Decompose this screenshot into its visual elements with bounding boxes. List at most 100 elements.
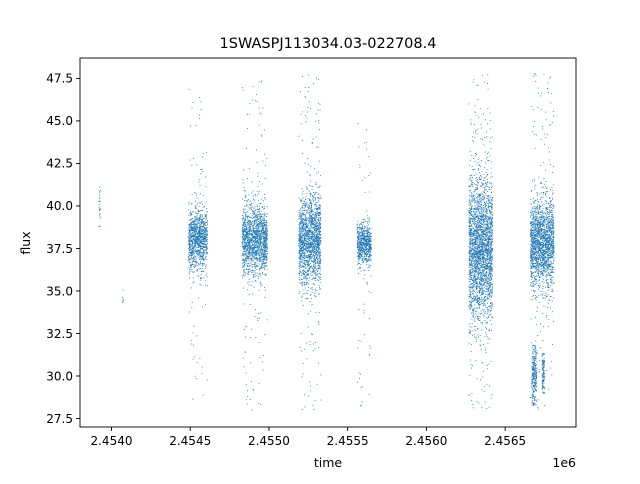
- data-point: [257, 219, 259, 220]
- data-point: [367, 244, 369, 246]
- data-point: [300, 350, 302, 352]
- data-point: [359, 244, 360, 246]
- data-point: [317, 207, 319, 209]
- data-point: [317, 250, 318, 252]
- data-point: [205, 216, 207, 218]
- data-point: [246, 248, 248, 250]
- data-point: [200, 221, 202, 223]
- data-point: [306, 241, 308, 243]
- data-point: [304, 219, 305, 221]
- data-point: [263, 208, 265, 210]
- data-point: [251, 238, 253, 240]
- data-point: [198, 268, 200, 270]
- data-point: [260, 113, 262, 115]
- data-point: [258, 224, 260, 226]
- data-point: [246, 247, 248, 249]
- data-point: [260, 253, 262, 255]
- data-point: [309, 267, 310, 269]
- data-point: [264, 241, 266, 243]
- data-point: [368, 270, 370, 272]
- data-point: [308, 264, 310, 266]
- data-point: [196, 269, 198, 271]
- data-point: [188, 227, 190, 229]
- data-point: [301, 228, 303, 230]
- data-point: [195, 211, 196, 213]
- data-point: [248, 230, 250, 232]
- data-point: [263, 231, 265, 233]
- data-point: [315, 225, 317, 227]
- data-point: [190, 218, 192, 220]
- data-point: [259, 260, 261, 262]
- data-point: [318, 243, 320, 245]
- data-point: [304, 394, 305, 396]
- data-point: [194, 200, 196, 202]
- data-point: [306, 221, 308, 223]
- data-point: [189, 244, 191, 246]
- data-point: [261, 220, 263, 222]
- data-point: [122, 299, 124, 301]
- data-point: [247, 258, 249, 260]
- data-point: [262, 355, 264, 356]
- data-point: [246, 216, 248, 218]
- data-point: [195, 240, 197, 242]
- data-point: [254, 236, 256, 238]
- data-point: [257, 276, 259, 278]
- data-point: [260, 81, 262, 83]
- data-point: [301, 247, 303, 249]
- data-point: [313, 234, 315, 236]
- data-point: [311, 251, 313, 253]
- data-point: [256, 229, 258, 231]
- data-point: [195, 261, 196, 262]
- data-point: [369, 245, 370, 247]
- data-point: [320, 234, 322, 236]
- data-point: [317, 252, 319, 254]
- data-point: [314, 241, 316, 243]
- data-point: [307, 283, 309, 285]
- data-point: [246, 268, 247, 270]
- data-point: [370, 251, 372, 253]
- data-point: [358, 248, 360, 250]
- data-point: [370, 292, 372, 294]
- data-point: [263, 225, 265, 227]
- data-point: [320, 210, 322, 212]
- data-point: [266, 258, 268, 260]
- data-point: [253, 236, 255, 238]
- data-point: [244, 195, 246, 197]
- data-point: [247, 231, 249, 233]
- data-point: [204, 243, 206, 245]
- data-point: [246, 244, 248, 246]
- data-point: [241, 236, 243, 238]
- data-point: [318, 249, 319, 251]
- data-point: [301, 284, 303, 286]
- data-point: [316, 256, 318, 258]
- data-point: [247, 274, 249, 276]
- data-point: [299, 264, 301, 266]
- data-point: [314, 208, 316, 210]
- data-point: [199, 230, 201, 231]
- data-point: [320, 212, 321, 214]
- data-point: [366, 238, 368, 240]
- data-point: [311, 224, 313, 225]
- data-point: [266, 233, 268, 235]
- data-point: [192, 233, 194, 235]
- data-point: [306, 251, 308, 253]
- data-point: [256, 215, 258, 217]
- data-point: [318, 237, 320, 239]
- data-point: [357, 236, 359, 238]
- data-point: [249, 258, 251, 260]
- data-point: [312, 200, 314, 202]
- data-point: [309, 255, 311, 257]
- data-point: [262, 236, 264, 238]
- data-point: [250, 233, 252, 234]
- data-point: [195, 207, 197, 209]
- data-point: [263, 247, 265, 249]
- data-point: [242, 225, 244, 227]
- data-point: [197, 213, 199, 215]
- data-point: [311, 304, 313, 305]
- data-point: [99, 225, 101, 227]
- data-point: [305, 209, 307, 211]
- data-point: [204, 228, 206, 230]
- data-point: [200, 228, 201, 229]
- data-point: [244, 214, 246, 216]
- data-point: [201, 248, 203, 250]
